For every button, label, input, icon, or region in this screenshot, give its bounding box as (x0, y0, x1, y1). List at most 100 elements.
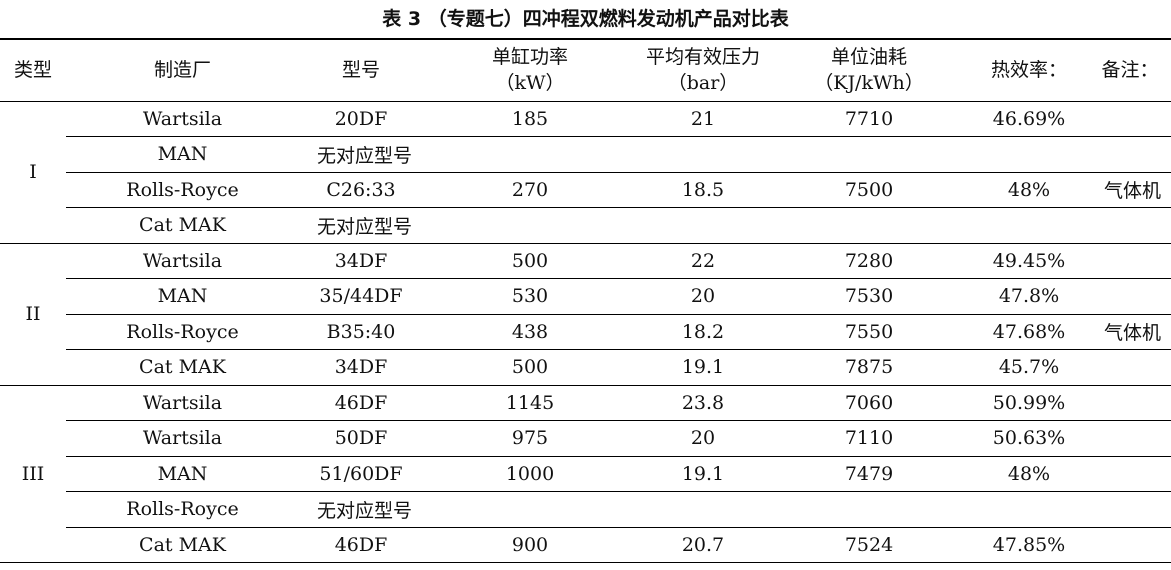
note-cell (1089, 136, 1171, 173)
note-cell (1089, 101, 1171, 137)
header-note: 备注： (1089, 38, 1171, 102)
note-cell (1089, 527, 1171, 563)
header-maker: 制造厂 (66, 38, 299, 102)
model-cell: 无对应型号 (299, 491, 637, 528)
note-cell (1089, 207, 1171, 244)
maker-cell: Cat MAK (66, 207, 299, 244)
header-power: 单缸功率 （kW） (423, 38, 637, 102)
power-cell: 1000 (423, 456, 637, 492)
bmep-cell: 22 (637, 243, 769, 279)
table-row: MAN 51/60DF 1000 19.1 7479 48% (0, 456, 1171, 492)
maker-cell: MAN (66, 278, 299, 315)
efficiency-cell (969, 136, 1089, 173)
engine-comparison-table: 类型 制造厂 型号 单缸功率 （kW） 平均有效压力 （bar） 单位油耗 （K… (0, 38, 1171, 563)
maker-cell: MAN (66, 456, 299, 492)
maker-cell: Wartsila (66, 101, 299, 137)
table-title: 表 3 （专题七）四冲程双燃料发动机产品对比表 (382, 8, 789, 30)
table-row: Rolls-Royce B35:40 438 18.2 7550 47.68% … (0, 314, 1171, 350)
fuel-cell: 7875 (769, 349, 969, 386)
maker-cell: Wartsila (66, 420, 299, 457)
power-cell: 900 (423, 527, 637, 563)
bmep-cell (637, 136, 769, 173)
bmep-cell: 18.5 (637, 172, 769, 208)
header-fuel-label: 单位油耗 (830, 46, 907, 69)
bmep-cell: 20 (637, 278, 769, 315)
maker-cell: Rolls-Royce (66, 172, 299, 208)
bmep-cell: 23.8 (637, 385, 769, 421)
efficiency-cell (969, 491, 1089, 528)
fuel-cell: 7479 (769, 456, 969, 492)
bmep-cell: 19.1 (637, 349, 769, 386)
type-cell: III (0, 385, 66, 563)
maker-cell: Rolls-Royce (66, 491, 299, 528)
efficiency-cell: 46.69% (969, 101, 1089, 137)
note-cell (1089, 349, 1171, 386)
fuel-cell: 7524 (769, 527, 969, 563)
type-cell: II (0, 243, 66, 386)
header-power-unit: （kW） (495, 72, 565, 95)
power-cell: 530 (423, 278, 637, 315)
header-model: 型号 (299, 38, 423, 102)
efficiency-cell: 47.68% (969, 314, 1089, 350)
bmep-cell: 19.1 (637, 456, 769, 492)
table-row: Cat MAK 34DF 500 19.1 7875 45.7% (0, 349, 1171, 386)
fuel-cell: 7060 (769, 385, 969, 421)
power-cell: 975 (423, 420, 637, 457)
fuel-cell (769, 491, 969, 528)
model-cell: 51/60DF (299, 456, 423, 492)
power-cell: 500 (423, 349, 637, 386)
note-cell (1089, 491, 1171, 528)
bmep-cell (637, 491, 769, 528)
bmep-cell: 20.7 (637, 527, 769, 563)
table-row: Cat MAK 无对应型号 (0, 207, 1171, 244)
header-row: 类型 制造厂 型号 单缸功率 （kW） 平均有效压力 （bar） 单位油耗 （K… (0, 38, 1171, 102)
efficiency-cell: 49.45% (969, 243, 1089, 279)
note-cell: 气体机 (1089, 314, 1171, 350)
fuel-cell: 7550 (769, 314, 969, 350)
fuel-cell (769, 136, 969, 173)
model-cell: 34DF (299, 349, 423, 386)
efficiency-cell: 48% (969, 172, 1089, 208)
note-cell (1089, 385, 1171, 421)
fuel-cell: 7530 (769, 278, 969, 315)
note-cell (1089, 278, 1171, 315)
model-cell: 20DF (299, 101, 423, 137)
header-power-label: 单缸功率 (491, 46, 568, 69)
model-cell: 46DF (299, 385, 423, 421)
header-efficiency: 热效率： (969, 38, 1089, 102)
power-cell: 270 (423, 172, 637, 208)
header-fuel-unit: （KJ/kWh） (814, 72, 924, 95)
note-cell: 气体机 (1089, 172, 1171, 208)
fuel-cell: 7110 (769, 420, 969, 457)
table-row: Wartsila 50DF 975 20 7110 50.63% (0, 420, 1171, 457)
bmep-cell: 20 (637, 420, 769, 457)
maker-cell: MAN (66, 136, 299, 173)
type-cell: I (0, 101, 66, 244)
power-cell: 438 (423, 314, 637, 350)
model-cell: C26:33 (299, 172, 423, 208)
maker-cell: Wartsila (66, 243, 299, 279)
fuel-cell: 7280 (769, 243, 969, 279)
maker-cell: Wartsila (66, 385, 299, 421)
fuel-cell (769, 207, 969, 244)
efficiency-cell: 47.85% (969, 527, 1089, 563)
table-row: Rolls-Royce C26:33 270 18.5 7500 48% 气体机 (0, 172, 1171, 208)
header-bmep: 平均有效压力 （bar） (637, 38, 769, 102)
model-cell: B35:40 (299, 314, 423, 350)
table-row: Cat MAK 46DF 900 20.7 7524 47.85% (0, 527, 1171, 563)
bmep-cell: 18.2 (637, 314, 769, 350)
efficiency-cell (969, 207, 1089, 244)
efficiency-cell: 50.63% (969, 420, 1089, 457)
model-cell: 35/44DF (299, 278, 423, 315)
efficiency-cell: 47.8% (969, 278, 1089, 315)
header-bmep-label: 平均有效压力 (645, 46, 760, 69)
model-cell: 46DF (299, 527, 423, 563)
header-fuel: 单位油耗 （KJ/kWh） (769, 38, 969, 102)
header-type: 类型 (0, 38, 66, 102)
power-cell: 185 (423, 101, 637, 137)
power-cell: 500 (423, 243, 637, 279)
table-row: II Wartsila 34DF 500 22 7280 49.45% (0, 243, 1171, 386)
bmep-cell: 21 (637, 101, 769, 137)
table-body: I Wartsila 20DF 185 21 7710 46.69% MAN 无… (0, 101, 1171, 563)
model-cell: 34DF (299, 243, 423, 279)
